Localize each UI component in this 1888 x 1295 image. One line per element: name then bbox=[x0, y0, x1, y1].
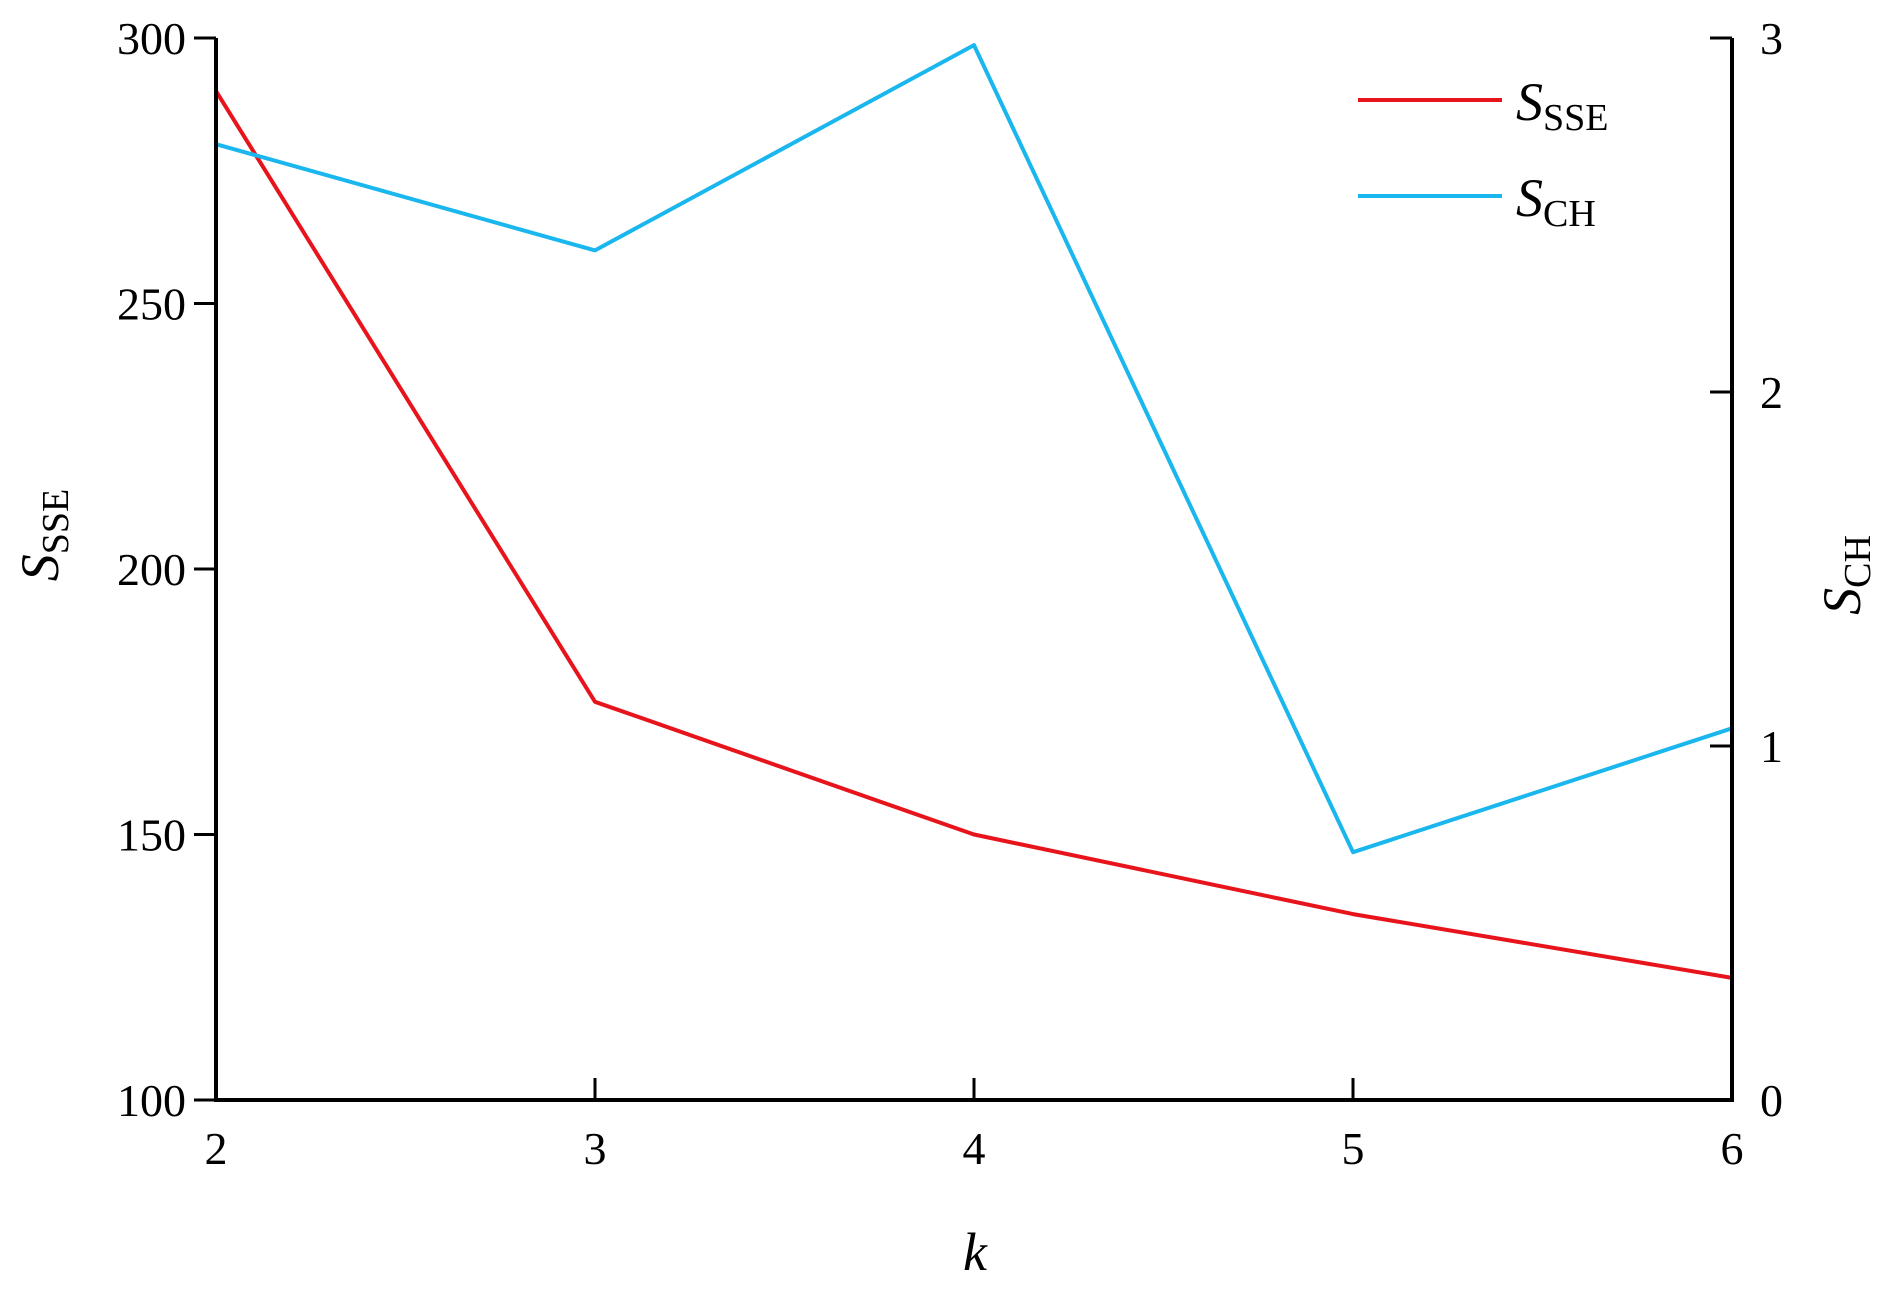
right-tick-label: 0 bbox=[1760, 1075, 1783, 1126]
ticks-layer: 2 3 4 5 6 100 150 200 250 300 0 1 2 3 bbox=[117, 13, 1783, 1174]
legend-label-ch: SCH bbox=[1516, 168, 1596, 235]
series-line-ch bbox=[215, 43, 1733, 855]
x-tick-label: 4 bbox=[963, 1123, 986, 1174]
series-layer bbox=[214, 43, 1733, 980]
x-tick-label: 2 bbox=[205, 1123, 228, 1174]
legend: SSSE SCH bbox=[1358, 72, 1608, 235]
right-tick-label: 3 bbox=[1760, 13, 1783, 64]
left-tick-label: 200 bbox=[117, 544, 186, 595]
left-tick-label: 100 bbox=[117, 1075, 186, 1126]
right-axis-label: SCH bbox=[1812, 535, 1879, 615]
legend-label-sse: SSSE bbox=[1516, 72, 1608, 139]
x-tick-label: 6 bbox=[1721, 1123, 1744, 1174]
x-tick-label: 3 bbox=[584, 1123, 607, 1174]
left-axis-label: SSSE bbox=[10, 489, 77, 581]
left-tick-label: 250 bbox=[117, 279, 186, 330]
x-axis-label: k bbox=[963, 1222, 988, 1282]
x-tick-label: 5 bbox=[1342, 1123, 1365, 1174]
right-tick-label: 1 bbox=[1760, 721, 1783, 772]
left-tick-label: 300 bbox=[117, 13, 186, 64]
series-line-sse bbox=[214, 90, 1733, 980]
right-tick-label: 2 bbox=[1760, 367, 1783, 418]
left-tick-label: 150 bbox=[117, 810, 186, 861]
